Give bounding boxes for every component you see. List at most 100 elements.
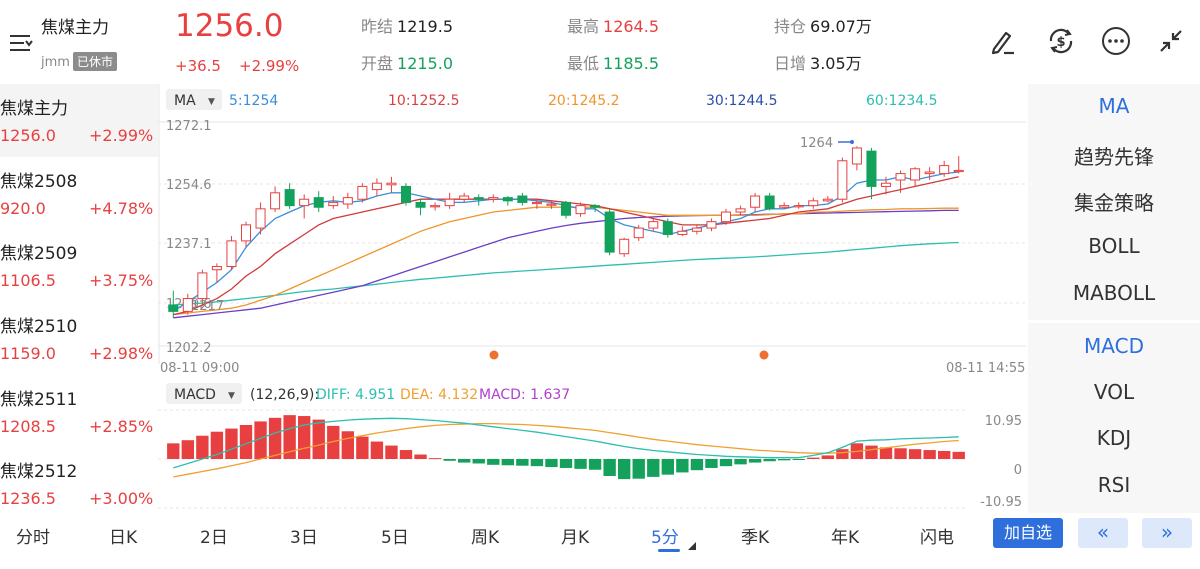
indicator-boll[interactable]: BOLL	[1088, 234, 1140, 258]
macd-bar	[952, 451, 965, 459]
macd-bar	[443, 459, 456, 461]
list-item[interactable]: 焦煤2510 1159.0 +2.98%	[0, 302, 158, 375]
candle	[415, 201, 426, 208]
tab-yearly[interactable]: 年K	[831, 528, 860, 548]
list-item[interactable]: 焦煤2508 920.0 +4.78%	[0, 157, 158, 230]
high-label: 最高	[567, 17, 600, 36]
more-icon[interactable]	[1098, 23, 1134, 59]
macd-bar	[385, 445, 398, 459]
tab-weekly[interactable]: 周K	[471, 528, 500, 548]
candle	[939, 165, 950, 175]
prev-contract-button[interactable]: «	[1078, 518, 1128, 548]
ma-selector-label[interactable]: MA	[174, 93, 196, 109]
kline-chart[interactable]: MA ▼ 5:1254 10:1252.5 20:1245.2 30:1244.…	[158, 84, 1028, 513]
macd-bar	[370, 441, 384, 459]
oi-label: 持仓	[774, 17, 807, 36]
macd-bar	[268, 417, 282, 459]
ma60-value: 60:1234.5	[866, 93, 938, 109]
ma30-line	[173, 209, 959, 319]
contract-list: 焦煤主力 1256.0 +2.99% 焦煤2508 920.0 +4.78% 焦…	[0, 84, 158, 513]
macd-bar	[181, 440, 194, 459]
tab-3day[interactable]: 3日	[290, 528, 318, 548]
macd-bar	[545, 459, 558, 468]
candle	[662, 221, 673, 235]
event-dot[interactable]	[759, 350, 769, 360]
chevron-down-icon: ▼	[228, 391, 235, 401]
contract-price: 1208.5	[0, 417, 56, 436]
candle	[255, 208, 266, 229]
price-tick: 1272.1	[166, 119, 212, 134]
indicator-rsi[interactable]: RSI	[1097, 473, 1131, 497]
ma-selector[interactable]	[166, 89, 222, 110]
price-tick: 1237.1	[166, 237, 212, 252]
contract-change: +4.78%	[89, 199, 154, 218]
list-item[interactable]: 焦煤2509 1106.5 +3.75%	[0, 229, 158, 302]
macd-selector[interactable]	[166, 383, 242, 404]
indicator-kdj[interactable]: KDJ	[1096, 426, 1132, 450]
next-contract-button[interactable]: »	[1142, 518, 1192, 548]
indicator-gold-strategy[interactable]: 集金策略	[1074, 191, 1154, 215]
candle	[633, 227, 644, 239]
candle	[517, 195, 528, 203]
macd-axis: 10.95 0 -10.95	[980, 414, 1022, 510]
draw-pen-icon[interactable]	[984, 23, 1020, 59]
macd-bar	[428, 458, 442, 460]
macd-bar	[574, 459, 587, 469]
candle	[197, 272, 208, 300]
macd-bar	[792, 459, 805, 460]
indicator-macd[interactable]: MACD	[1084, 334, 1144, 358]
macd-bar	[923, 450, 936, 459]
contract-price: 1106.5	[0, 271, 56, 290]
macd-bar	[225, 428, 238, 459]
list-item[interactable]: 焦煤主力 1256.0 +2.99%	[0, 84, 158, 157]
contract-price: 1236.5	[0, 489, 56, 508]
currency-exchange-icon[interactable]: $	[1043, 23, 1079, 59]
oi-value: 69.07万	[810, 17, 872, 36]
open-label: 开盘	[361, 54, 394, 73]
macd-bar	[588, 459, 602, 470]
candle	[779, 205, 790, 208]
contract-title[interactable]: 焦煤主力	[41, 18, 109, 38]
add-watchlist-button[interactable]: 加自选	[993, 518, 1063, 548]
kline-chart-svg[interactable]: MA ▼ 5:1254 10:1252.5 20:1245.2 30:1244.…	[158, 84, 1028, 513]
menu-list-icon[interactable]	[6, 30, 36, 56]
macd-bar	[516, 459, 529, 466]
list-item[interactable]: 焦煤2511 1208.5 +2.85%	[0, 375, 158, 448]
tab-flash[interactable]: 闪电	[920, 528, 954, 548]
collapse-icon[interactable]	[1153, 23, 1189, 59]
candle	[371, 182, 382, 191]
contract-price: 920.0	[0, 199, 46, 218]
tab-daily[interactable]: 日K	[109, 528, 138, 548]
macd-bar	[458, 459, 471, 463]
candle	[211, 266, 222, 271]
candle	[430, 205, 441, 208]
ma10-value: 10:1252.5	[388, 93, 460, 109]
candle	[226, 240, 237, 268]
candle	[560, 201, 572, 216]
candle	[953, 169, 964, 173]
candle	[706, 221, 717, 229]
corner-triangle-icon	[688, 542, 696, 550]
indicator-panel: MA 趋势先锋 集金策略 BOLL MABOLL MACD VOL KDJ RS…	[1028, 84, 1200, 513]
tab-5day[interactable]: 5日	[381, 528, 409, 548]
macd-selector-label[interactable]: MACD	[174, 387, 216, 403]
tab-monthly[interactable]: 月K	[561, 528, 590, 548]
tab-quarterly[interactable]: 季K	[741, 528, 770, 548]
oi-change-value: 3.05万	[810, 54, 862, 73]
tab-2day[interactable]: 2日	[200, 528, 228, 548]
candle	[386, 182, 397, 186]
macd-bar	[690, 459, 704, 471]
time-end: 08-11 14:55	[946, 361, 1025, 376]
macd-bar	[938, 450, 951, 459]
candle	[924, 171, 935, 175]
open-value: 1215.0	[397, 54, 453, 73]
indicator-vol[interactable]: VOL	[1093, 380, 1135, 404]
indicator-ma[interactable]: MA	[1098, 94, 1130, 118]
event-dot[interactable]	[489, 350, 499, 360]
indicator-trend-pioneer[interactable]: 趋势先锋	[1074, 145, 1154, 169]
list-item[interactable]: 焦煤2512 1236.5 +3.00%	[0, 447, 158, 520]
tab-5min[interactable]: 5分	[651, 528, 679, 548]
indicator-maboll[interactable]: MABOLL	[1072, 281, 1156, 305]
tab-intraday[interactable]: 分时	[16, 528, 50, 548]
contract-name: 焦煤主力	[0, 99, 68, 119]
